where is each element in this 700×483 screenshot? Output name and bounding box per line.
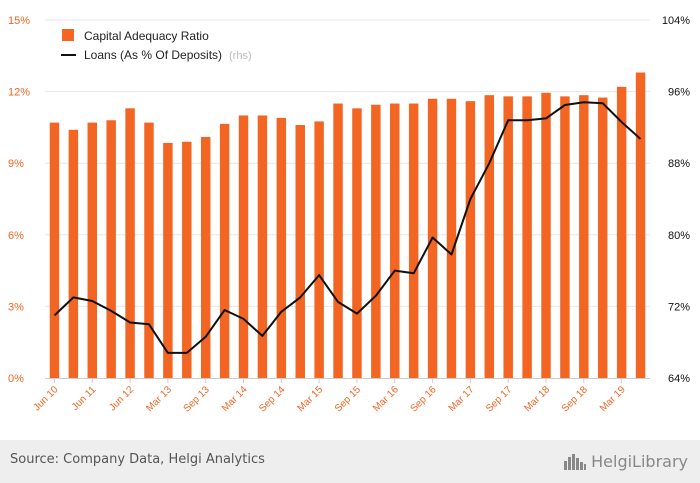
x-tick-label: Mar 18 [522,384,552,414]
x-tick-label: Sep 16 [409,384,439,414]
x-tick-label: Mar 16 [371,384,401,414]
bar-capital-adequacy [446,98,457,378]
bar-capital-adequacy [598,97,608,379]
y-right-tick-label: 88% [668,158,690,170]
bar-capital-adequacy [465,101,476,378]
bar-capital-adequacy [616,86,627,379]
bar-capital-adequacy [68,129,79,378]
bar-capital-adequacy [635,72,646,379]
bar-capital-adequacy [219,123,230,378]
x-tick-label: Sep 18 [560,384,590,414]
logo-text: HelgiLibrary [591,451,688,471]
y-left-tick-label: 3% [8,301,24,313]
bar-capital-adequacy [163,142,173,378]
bar-capital-adequacy [238,115,249,378]
x-tick-label: Sep 13 [182,384,212,414]
footer: Source: Company Data, Helgi Analytics He… [0,440,700,483]
bar-capital-adequacy [522,96,532,378]
y-right-tick-label: 72% [668,301,690,313]
bar-capital-adequacy [49,122,60,378]
legend-label-loans-to-deposits: Loans (As % Of Deposits) [84,48,222,62]
x-tick-label: Sep 15 [333,384,363,414]
x-tick-label: Jun 11 [70,384,99,413]
bar-capital-adequacy [144,122,154,378]
bar-capital-adequacy [333,103,343,379]
line-loans-to-deposits [53,101,642,354]
chart-svg: 0% 64% 3% 72% 6% 80% 9% 88% 12% 96% 15% 104% Jun 10 J… [8,15,690,415]
bar-capital-adequacy [371,104,381,378]
legend-suffix-rhs: (rhs) [229,50,252,62]
bar-capital-adequacy [541,92,551,378]
bar-capital-adequacy [257,115,268,378]
x-tick-label: Mar 19 [598,384,628,414]
y-left-tick-label: 15% [8,15,30,27]
y-right-tick-label: 104% [662,15,690,27]
bar-capital-adequacy [295,125,305,378]
x-tick-label: Sep 14 [257,384,287,414]
y-left-tick-label: 0% [8,373,24,385]
bar-capital-adequacy [390,103,400,379]
bar-capital-adequacy [182,141,192,378]
legend-swatch-bar [62,29,74,41]
bar-capital-adequacy [503,96,513,378]
bar-capital-adequacy [408,103,419,379]
bar-capital-adequacy [87,122,97,378]
source-text: Source: Company Data, Helgi Analytics [10,452,265,467]
bar-capital-adequacy [352,108,362,378]
x-tick-label: Jun 10 [32,384,61,413]
x-tick-label: Mar 15 [295,384,325,414]
bar-capital-adequacy [125,108,135,378]
bar-capital-adequacy [200,136,211,378]
y-left-tick-label: 6% [8,230,24,242]
y-right-tick-label: 64% [668,373,690,385]
y-right-tick-label: 80% [668,230,690,242]
y-right-tick-label: 96% [668,87,690,99]
x-tick-label: Sep 17 [484,384,514,414]
city-skyline-icon [564,454,587,470]
x-tick-label: Mar 14 [220,384,250,414]
bar-capital-adequacy [314,121,324,378]
bar-capital-adequacy [579,95,589,379]
bar-capital-adequacy [484,95,495,379]
helgi-library-logo[interactable]: HelgiLibrary [563,449,688,473]
x-tick-label: Jun 12 [107,384,136,413]
bar-capital-adequacy [106,120,116,379]
bar-capital-adequacy [276,117,287,378]
x-tick-label: Mar 17 [447,384,477,414]
legend-label-capital-adequacy: Capital Adequacy Ratio [84,29,209,43]
chart-area: 0% 64% 3% 72% 6% 80% 9% 88% 12% 96% 15% 104% Jun 10 J… [8,15,690,415]
y-left-tick-label: 12% [8,87,30,99]
x-tick-label: Mar 13 [144,384,174,414]
y-left-tick-label: 9% [8,158,24,170]
bar-capital-adequacy [560,96,570,378]
